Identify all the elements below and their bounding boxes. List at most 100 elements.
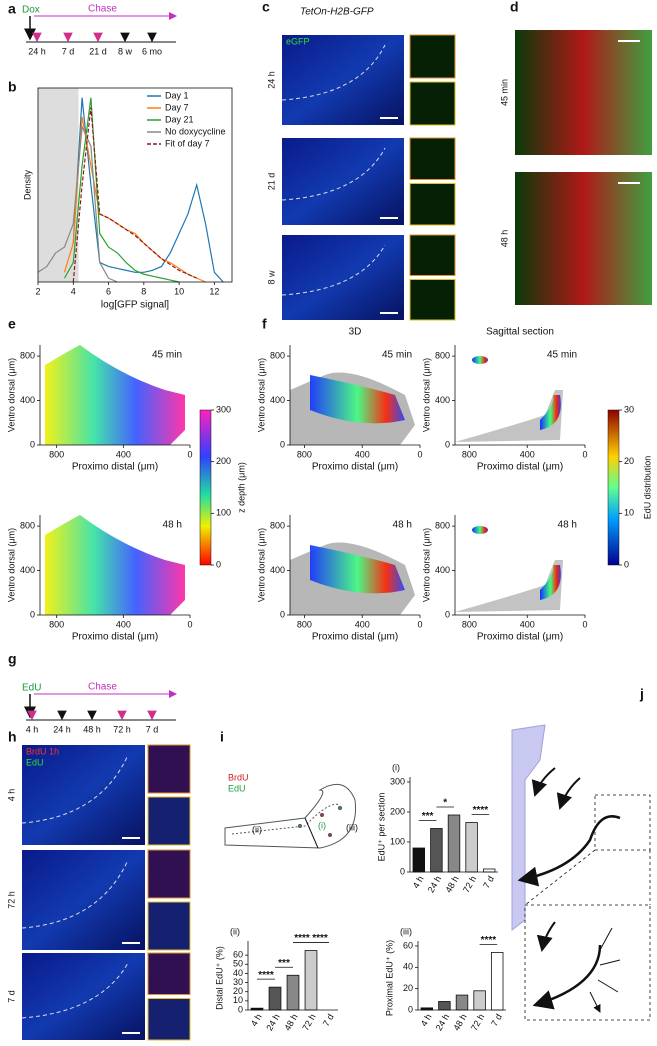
y-tick-label: 40: [403, 962, 413, 972]
scale-bar: [380, 217, 398, 219]
tissue-image: [455, 560, 563, 612]
x-tick-label: 800: [297, 619, 312, 629]
plot-label: 48 h: [163, 520, 182, 531]
row-label: 48 h: [499, 230, 509, 248]
y-axis-label: Distal EdU⁺ (%): [214, 946, 224, 1010]
timeline-label: 24 h: [28, 46, 46, 56]
x-tick-label: 0: [582, 449, 587, 459]
x-tick-label: 2: [35, 286, 40, 296]
scale-bar: [122, 837, 140, 839]
panel-letter: j: [639, 686, 644, 702]
sig-label: ****: [312, 933, 328, 944]
depth-image: [45, 345, 185, 445]
scale-bar: [122, 1032, 140, 1034]
y-tick-label: 400: [20, 395, 35, 405]
scale-bar: [618, 40, 640, 42]
panel-letter: h: [8, 729, 17, 745]
row-label: 8 w: [266, 270, 276, 285]
x-tick-label: 400: [520, 449, 535, 459]
y-tick-label: 400: [20, 565, 35, 575]
x-axis-label: Proximo distal (μm): [312, 462, 398, 473]
x-tick-label: 7 d: [481, 874, 496, 890]
inset: [409, 81, 456, 126]
legend-label: No doxycycline: [165, 126, 226, 136]
x-tick-label: 400: [116, 449, 131, 459]
colorbar-tick-label: 100: [216, 508, 231, 518]
bar: [490, 952, 504, 1011]
x-tick-label: 0: [417, 449, 422, 459]
sig-label: ****: [294, 933, 310, 944]
channel-label: EdU: [26, 757, 44, 767]
x-tick-label: 4 h: [411, 874, 426, 890]
colorbar-tick-label: 0: [624, 559, 629, 569]
inset: [147, 998, 191, 1041]
schematic-label: (ii): [252, 824, 262, 834]
micrograph: [515, 30, 652, 155]
sig-label: ****: [481, 935, 497, 946]
y-tick-label: 0: [400, 866, 405, 876]
edu-heatmap: [540, 395, 561, 430]
column-title: Sagittal section: [486, 327, 554, 338]
x-axis-label: Proximo distal (μm): [477, 462, 563, 473]
x-tick-label: 6: [106, 286, 111, 296]
y-tick-label: 800: [20, 520, 35, 530]
x-axis-label: Proximo distal (μm): [312, 632, 398, 643]
y-tick-label: 0: [280, 439, 285, 449]
tissue-outline: [281, 147, 386, 201]
x-tick-label: 400: [355, 449, 370, 459]
y-axis-label: Ventro dorsal (μm): [421, 528, 431, 602]
panel-letter: f: [262, 316, 267, 332]
micrograph: [282, 235, 404, 320]
schematic-label: (i): [318, 820, 326, 830]
timeline-label: 6 mo: [142, 46, 162, 56]
y-axis-label: Proximal EdU⁺ (%): [384, 940, 394, 1016]
panel-letter: e: [8, 316, 16, 332]
y-tick-label: 800: [20, 350, 35, 360]
y-tick-label: 300: [390, 776, 405, 786]
timeline-start: EdU: [22, 683, 41, 694]
x-tick-label: 7 d: [321, 1012, 336, 1028]
x-tick-label: 48 h: [443, 874, 460, 894]
legend-label: Day 1: [165, 90, 189, 100]
line-series: [63, 116, 206, 283]
y-axis-label: Ventro dorsal (μm): [256, 528, 266, 602]
legend-label: Fit of day 7: [165, 138, 210, 148]
bar: [465, 822, 478, 873]
y-tick-label: 0: [445, 439, 450, 449]
y-axis-label: Ventro dorsal (μm): [6, 358, 16, 432]
x-tick-label: 400: [355, 619, 370, 629]
y-tick-label: 0: [408, 1004, 413, 1014]
bar: [304, 950, 318, 1011]
inset: [409, 279, 456, 321]
y-tick-label: 20: [403, 983, 413, 993]
channel-label: BrdU 1h: [26, 746, 59, 756]
x-axis-label: Proximo distal (μm): [477, 632, 563, 643]
scale-bar: [618, 182, 640, 184]
timeline-label: 7 d: [146, 724, 159, 734]
y-tick-label: 0: [30, 439, 35, 449]
subpanel-label: (i): [392, 762, 400, 772]
line-series: [37, 124, 118, 283]
y-tick-label: 400: [270, 395, 285, 405]
tissue-outline: [21, 859, 129, 929]
timeline-start: Dox: [22, 5, 40, 16]
edu-heatmap: [472, 356, 488, 364]
x-axis-label: log[GFP signal]: [101, 300, 169, 311]
y-tick-label: 30: [233, 977, 243, 987]
row-label: 7 d: [6, 990, 16, 1003]
x-tick-label: 7 d: [489, 1012, 504, 1028]
bar: [482, 868, 496, 873]
y-tick-label: 60: [233, 950, 243, 960]
timeline-chase: Chase: [88, 4, 117, 15]
timeline-label: 7 d: [62, 46, 75, 56]
depth-image: [45, 515, 185, 615]
scale-bar: [380, 117, 398, 119]
legend-label: Day 7: [165, 102, 189, 112]
x-tick-label: 4 h: [419, 1012, 434, 1028]
x-tick-label: 48 h: [282, 1012, 299, 1032]
y-tick-label: 40: [233, 968, 243, 978]
x-tick-label: 800: [297, 449, 312, 459]
x-tick-label: 72 h: [461, 874, 478, 894]
y-axis-label: EdU⁺ per section: [376, 793, 386, 862]
bar: [268, 986, 282, 1011]
